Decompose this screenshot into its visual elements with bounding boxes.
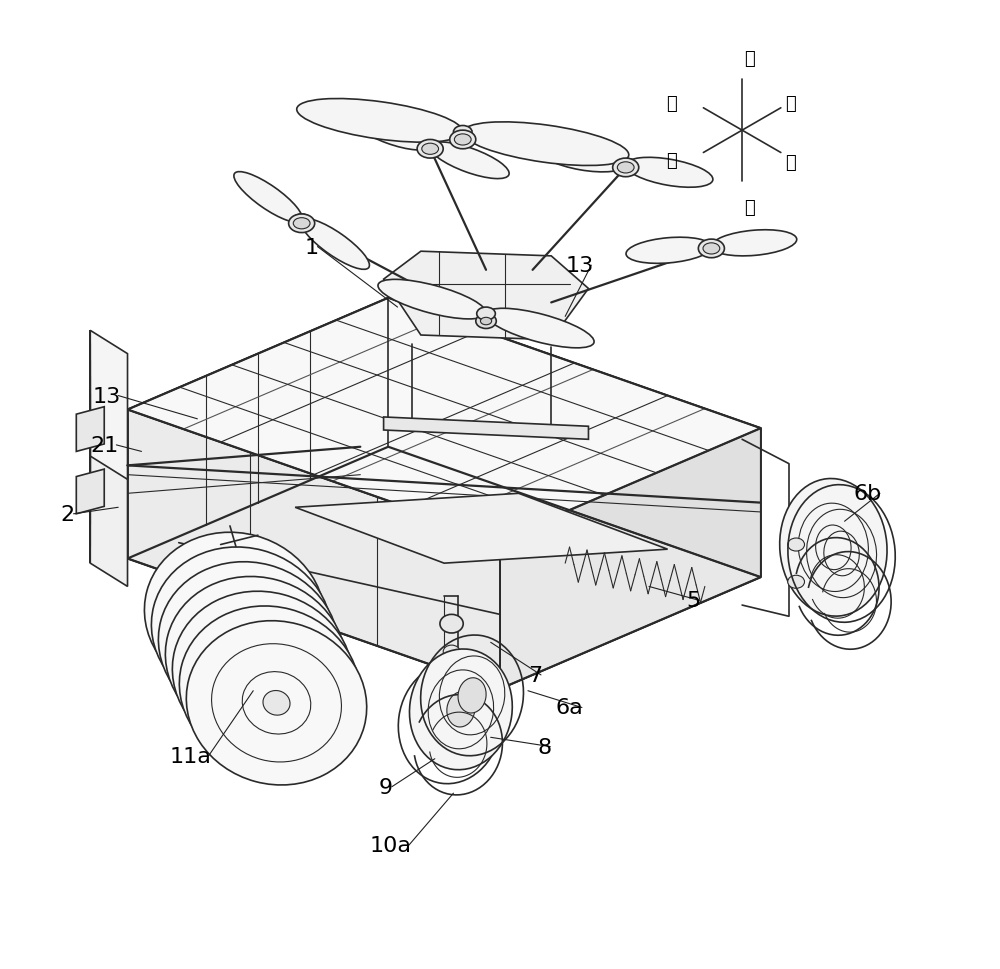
Polygon shape (128, 448, 761, 689)
Ellipse shape (440, 614, 463, 634)
Ellipse shape (477, 308, 495, 321)
Ellipse shape (151, 547, 332, 711)
Polygon shape (128, 298, 761, 541)
Ellipse shape (256, 676, 283, 701)
Ellipse shape (613, 159, 639, 177)
Ellipse shape (616, 159, 635, 172)
Ellipse shape (297, 100, 463, 143)
Polygon shape (76, 407, 104, 452)
Polygon shape (90, 331, 128, 480)
Text: 1: 1 (304, 237, 319, 258)
Text: 左: 左 (666, 152, 677, 170)
Ellipse shape (454, 135, 471, 146)
Text: 21: 21 (90, 435, 119, 455)
Ellipse shape (447, 692, 475, 727)
Ellipse shape (702, 240, 721, 254)
Ellipse shape (179, 607, 360, 770)
Ellipse shape (703, 243, 720, 255)
Ellipse shape (378, 280, 486, 320)
Text: 13: 13 (92, 386, 120, 406)
Text: 后: 后 (785, 154, 796, 172)
Polygon shape (388, 298, 761, 578)
Polygon shape (128, 298, 388, 559)
Ellipse shape (351, 114, 430, 151)
Ellipse shape (626, 238, 711, 265)
Ellipse shape (249, 661, 276, 686)
Polygon shape (384, 252, 588, 340)
Text: 6b: 6b (854, 484, 882, 504)
Ellipse shape (221, 603, 248, 627)
Text: 11a: 11a (169, 746, 211, 766)
Ellipse shape (242, 646, 269, 672)
Ellipse shape (788, 539, 805, 551)
Text: 5: 5 (686, 591, 700, 610)
Ellipse shape (165, 577, 346, 741)
Ellipse shape (235, 632, 262, 657)
Ellipse shape (453, 126, 472, 140)
Ellipse shape (788, 576, 805, 589)
Ellipse shape (172, 592, 353, 756)
Ellipse shape (263, 691, 290, 715)
Ellipse shape (450, 131, 476, 149)
Ellipse shape (436, 706, 464, 741)
Text: 8: 8 (537, 736, 551, 757)
Text: 前: 前 (666, 95, 677, 113)
Ellipse shape (144, 533, 325, 697)
Ellipse shape (539, 142, 626, 172)
Ellipse shape (228, 617, 255, 641)
Ellipse shape (458, 678, 486, 713)
Ellipse shape (617, 163, 634, 173)
Ellipse shape (486, 309, 594, 349)
Polygon shape (76, 470, 104, 515)
Ellipse shape (301, 219, 369, 270)
Ellipse shape (463, 123, 629, 167)
Ellipse shape (443, 645, 460, 659)
Ellipse shape (409, 649, 512, 770)
Ellipse shape (476, 314, 496, 329)
Text: 2: 2 (60, 504, 75, 524)
Ellipse shape (186, 621, 367, 785)
Text: 上: 上 (744, 50, 755, 69)
Polygon shape (384, 418, 588, 440)
Polygon shape (500, 428, 761, 689)
Ellipse shape (292, 215, 311, 228)
Ellipse shape (417, 141, 443, 159)
Ellipse shape (293, 218, 310, 230)
Ellipse shape (480, 318, 492, 326)
Ellipse shape (422, 144, 439, 155)
Text: 9: 9 (379, 777, 393, 797)
Text: 下: 下 (744, 200, 755, 217)
Text: 右: 右 (785, 95, 796, 113)
Text: 13: 13 (565, 256, 593, 276)
Ellipse shape (780, 479, 887, 616)
Text: 10a: 10a (370, 835, 412, 856)
Text: 6a: 6a (556, 698, 584, 718)
Ellipse shape (289, 215, 315, 234)
Ellipse shape (421, 141, 439, 153)
Ellipse shape (626, 158, 713, 188)
Ellipse shape (158, 562, 339, 726)
Polygon shape (295, 494, 668, 564)
Polygon shape (90, 396, 128, 587)
Text: 7: 7 (528, 665, 542, 685)
Ellipse shape (711, 231, 797, 257)
Ellipse shape (430, 142, 509, 179)
Polygon shape (128, 410, 500, 689)
Ellipse shape (234, 172, 302, 223)
Ellipse shape (698, 240, 724, 259)
